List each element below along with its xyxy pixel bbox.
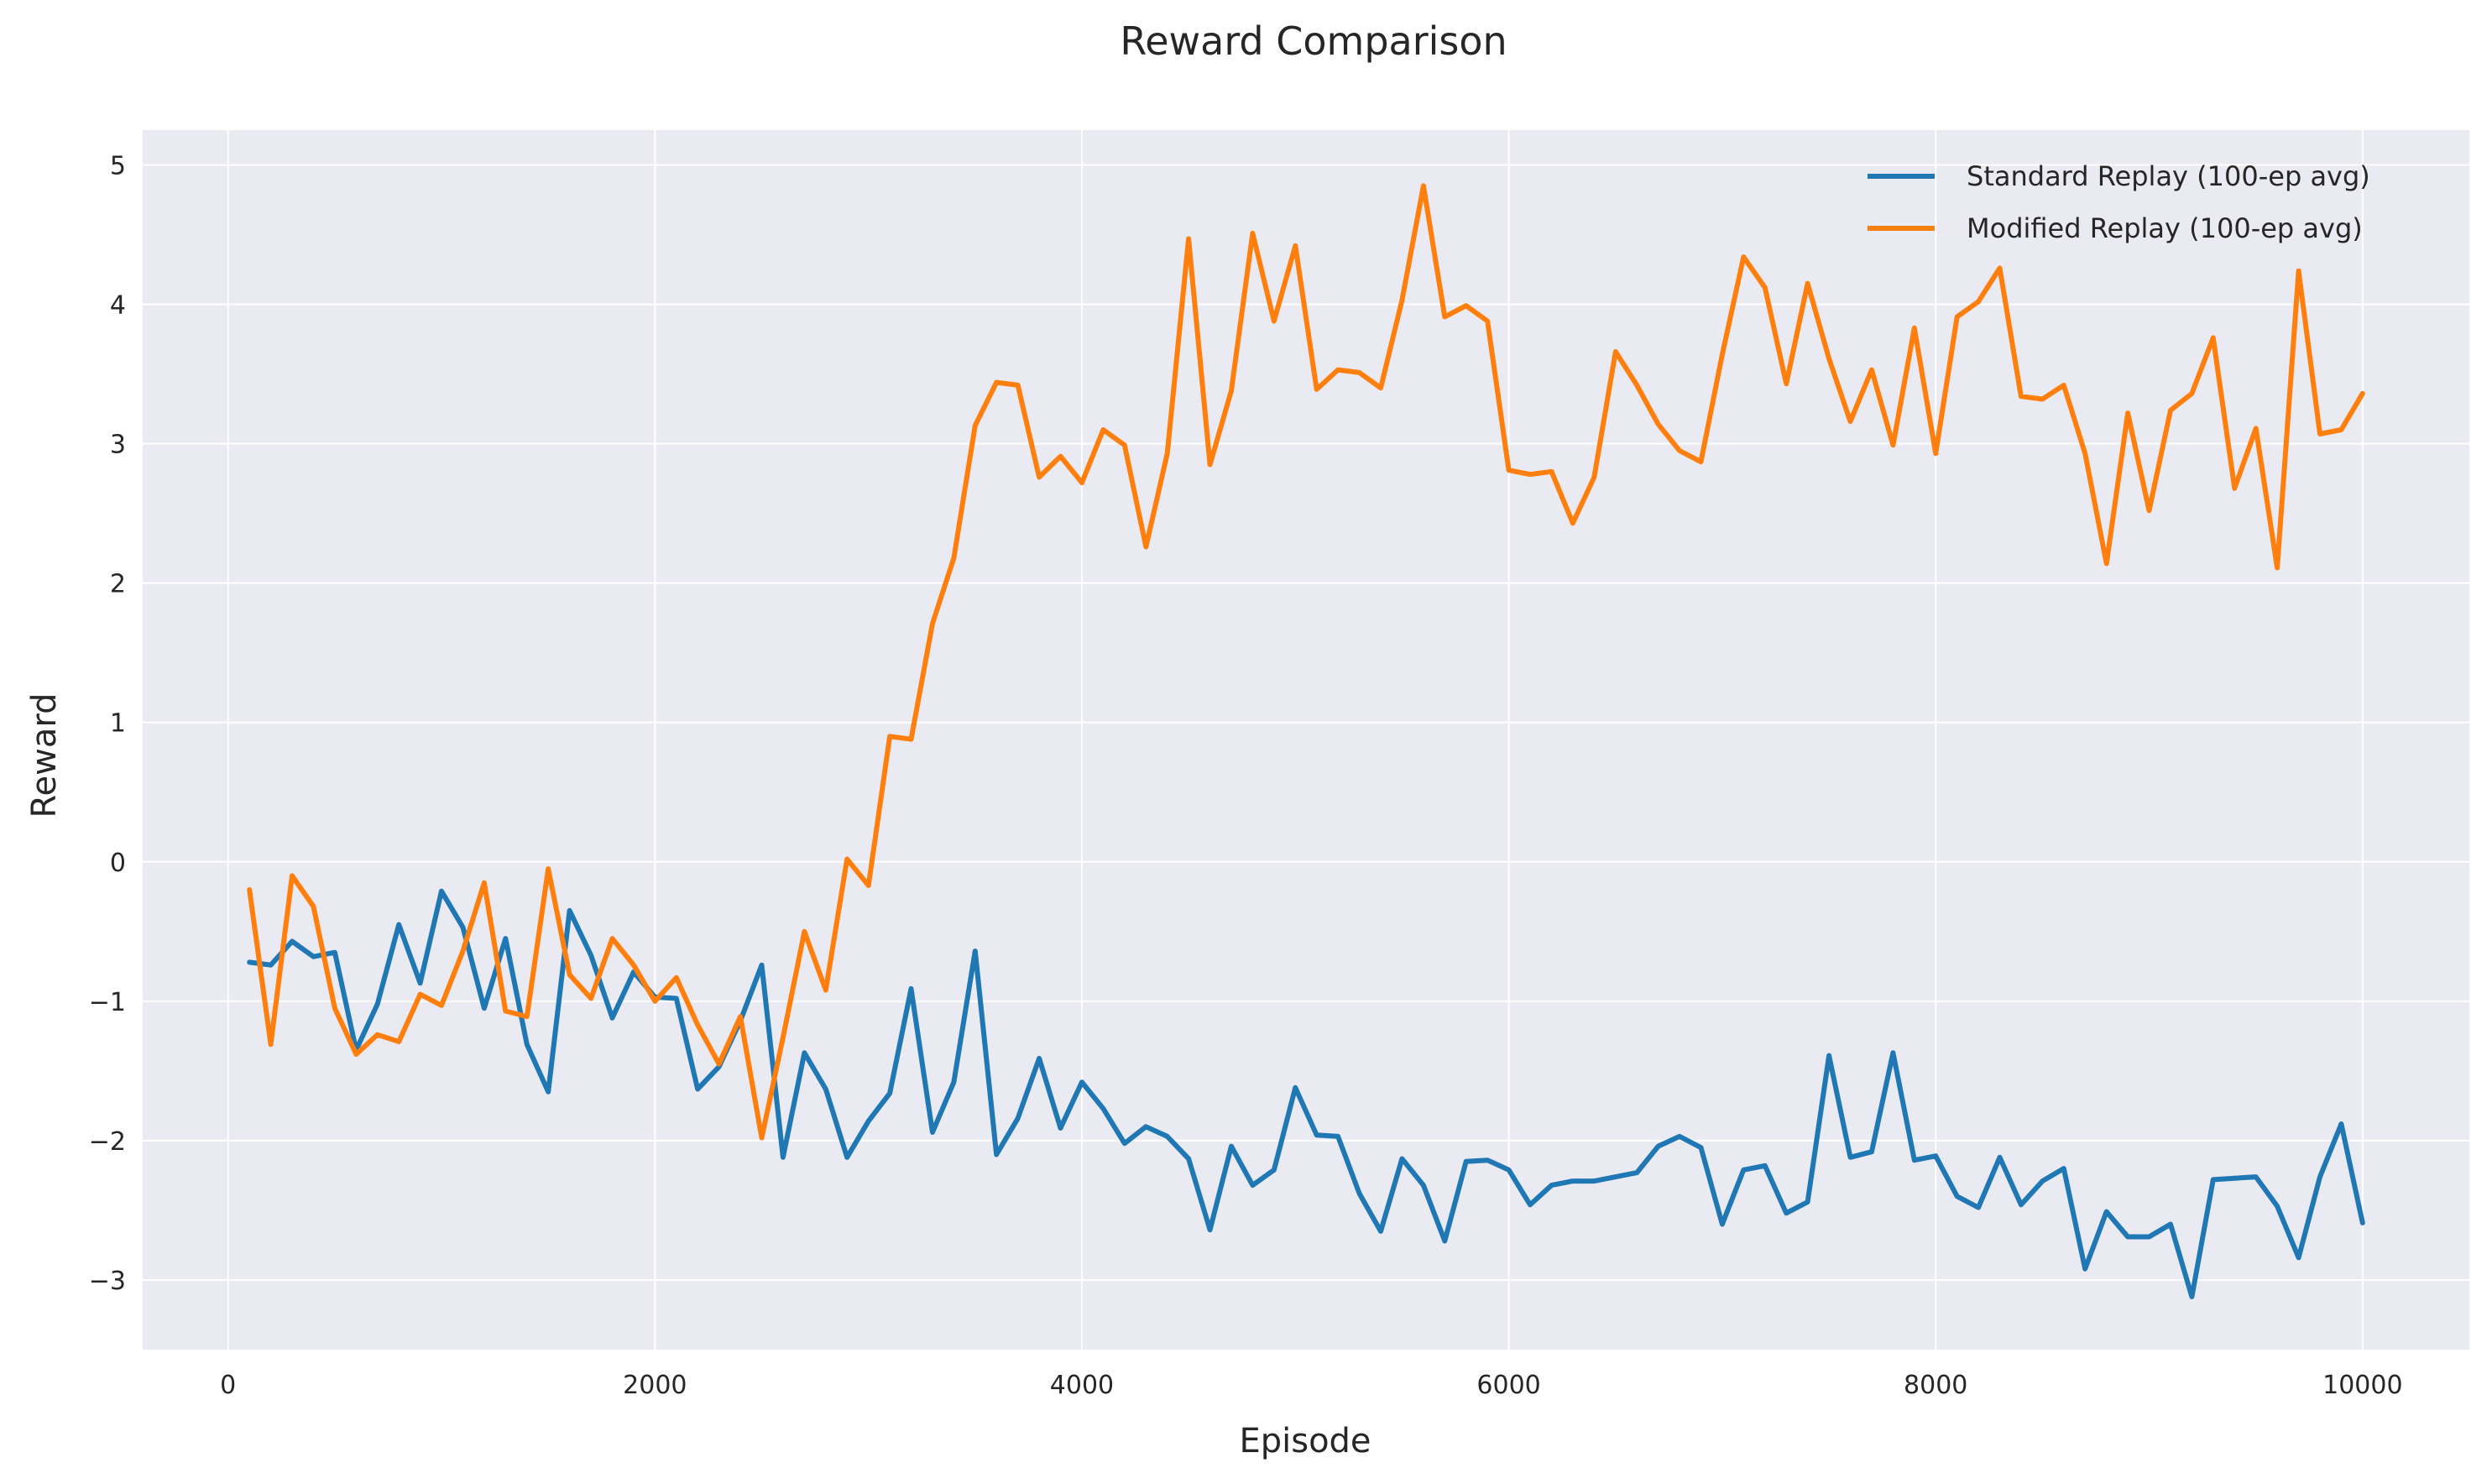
y-axis-ticks: −3 −2 −1 0 1 2 3 4 5 (89, 152, 126, 1296)
y-tick-label: 3 (110, 431, 126, 460)
y-tick-label: −2 (89, 1127, 126, 1157)
y-axis-title: Reward (25, 693, 64, 818)
y-tick-label: 2 (110, 570, 126, 599)
legend: Standard Replay (100-ep avg) Modified Rep… (1868, 160, 2370, 244)
legend-label: Modified Replay (100-ep avg) (1967, 212, 2363, 244)
y-tick-label: −1 (89, 988, 126, 1017)
grid-lines (143, 130, 2469, 1350)
x-tick-label: 2000 (623, 1371, 687, 1400)
series-line-1 (247, 183, 2365, 1141)
y-tick-label: 1 (110, 709, 126, 739)
x-tick-label: 4000 (1050, 1371, 1114, 1400)
y-tick-label: 0 (110, 849, 126, 878)
series-lines (247, 183, 2365, 1299)
chart-title: Reward Comparison (1120, 18, 1507, 64)
x-tick-label: 0 (220, 1371, 236, 1400)
series-line-0 (247, 888, 2365, 1299)
x-tick-label: 6000 (1476, 1371, 1540, 1400)
y-tick-label: 4 (110, 291, 126, 321)
x-tick-label: 8000 (1904, 1371, 1967, 1400)
x-tick-label: 10000 (2322, 1371, 2402, 1400)
x-axis-title: Episode (1239, 1422, 1371, 1460)
y-tick-label: −3 (89, 1267, 126, 1296)
legend-label: Standard Replay (100-ep avg) (1967, 160, 2370, 192)
y-tick-label: 5 (110, 152, 126, 181)
x-axis-ticks: 0 2000 4000 6000 8000 10000 (220, 1371, 2402, 1400)
